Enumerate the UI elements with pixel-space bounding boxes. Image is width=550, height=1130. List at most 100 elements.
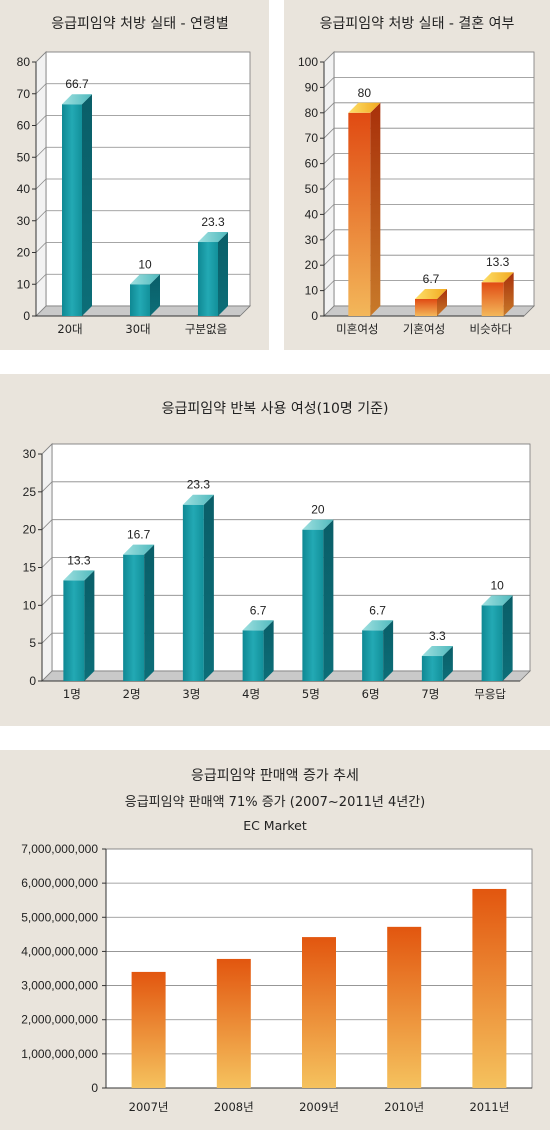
chart-title: 응급피임약 처방 실태 - 연령별 [51,16,228,32]
y-tick-label: 100 [298,55,318,69]
bar [302,529,324,681]
bar-side [437,288,447,316]
x-tick-label: 20대 [57,322,82,336]
x-tick-label: 4명 [242,687,260,701]
bar-side [323,519,334,681]
grid-line-side [323,280,335,291]
x-tick-label: 2008년 [214,1100,254,1114]
bar-side [370,102,381,316]
bar [481,282,504,316]
bar [472,888,507,1088]
bar [198,242,218,316]
data-label: 16.7 [127,528,151,542]
y-tick-label: 50 [305,182,319,196]
bar-top [130,274,160,285]
y-tick-label: 0 [29,674,36,688]
grid-line-side [35,210,47,222]
grid-line-side [323,204,335,215]
bar [63,580,85,681]
x-tick-label: 2010년 [384,1100,424,1114]
chart-sales: 0 1,000,000,000 2,000,000,000 3,000,000,000… [21,768,533,1114]
bar-side [144,544,155,681]
bar [131,971,166,1088]
grid-line-side [41,443,53,455]
bar-side [263,620,274,681]
y-tick-label: 2,000,000,000 [21,1013,98,1027]
data-label: 6.7 [250,603,267,617]
grid-line-side [323,229,335,241]
y-tick-label: 60 [17,119,31,133]
y-tick-label: 5,000,000,000 [21,910,98,924]
bar-top [348,102,381,113]
bar [216,958,251,1088]
x-tick-label: 2명 [123,687,141,701]
bar-top [415,288,447,299]
data-label: 66.7 [65,77,89,91]
bar [415,298,437,316]
grid-line-side [35,273,47,285]
bar [130,284,150,316]
grid-line-side [35,242,47,253]
data-label: 10 [490,578,504,592]
data-label: 20 [311,503,325,517]
bar [481,605,503,681]
bar [387,926,422,1088]
x-tick-label: 30대 [125,322,150,336]
y-tick-label: 70 [305,131,319,145]
y-tick-label: 4,000,000,000 [21,944,98,958]
bar-side [218,232,228,316]
grid-line-side [35,178,47,190]
bar-top [182,494,214,505]
y-tick-label: 20 [23,523,37,537]
grid-line-side [35,51,47,63]
x-tick-label: 7명 [421,687,439,701]
x-tick-label: 미혼여성 [336,322,378,336]
x-tick-label: 기혼여성 [403,322,445,336]
y-tick-label: 20 [17,246,31,260]
bar [242,630,264,681]
grid-line-side [41,632,53,644]
bar [421,656,443,681]
chart-subtitle: 응급피임약 판매액 71% 증가 (2007~2011년 4년간) [125,795,426,810]
grid-line-side [323,254,335,266]
chart-age: 0 10 20 30 40 50 60 70 80 66.7 20대 10 30대 23.3 구분없음 응급피… [17,16,251,336]
bar [348,112,371,316]
grid-line-side [323,153,335,164]
bar [123,554,145,681]
data-label: 6.7 [369,603,386,617]
grid-line-side [323,305,335,317]
grid-line-side [323,102,335,114]
bar-top [198,232,228,243]
grid-line-side [323,127,335,139]
x-tick-label: 무응답 [474,687,506,701]
bar [62,104,82,316]
bar-top [481,595,513,606]
bar-top [123,544,155,555]
grid-line-side [35,305,47,317]
x-tick-label: 6명 [362,687,380,701]
y-tick-label: 0 [23,309,30,323]
y-tick-label: 50 [17,150,31,164]
bar-side [383,620,394,681]
y-tick-label: 90 [305,80,319,94]
y-tick-label: 6,000,000,000 [21,876,98,890]
y-tick-label: 1,000,000,000 [21,1047,98,1061]
chart-title: 응급피임약 반복 사용 여성(10명 기준) [162,401,389,417]
bar-top [481,272,514,283]
data-label: 3.3 [429,629,446,643]
chart-title: 응급피임약 판매액 증가 추세 [191,768,359,784]
x-tick-label: 2011년 [469,1100,509,1114]
grid-line-side [35,115,47,126]
y-tick-label: 80 [17,55,31,69]
y-tick-label: 40 [17,182,31,196]
y-tick-label: 5 [29,636,36,650]
chart-repeat-use: 0 5 10 15 20 25 30 13.3 1명 16.7 2명 23.3 3명 6.7 4명 20 5명 6… [23,401,531,701]
y-tick-label: 30 [23,447,37,461]
chart-panel-repeat-use: 0 5 10 15 20 25 30 13.3 1명 16.7 2명 23.3 3명 6.7 4명 20 5명 6… [0,374,550,726]
grid-line-side [41,481,53,493]
bar-top [242,620,274,631]
y-tick-label: 15 [23,561,37,575]
data-label: 10 [138,257,152,271]
grid-line-side [35,83,47,95]
data-label: 23.3 [187,478,211,492]
